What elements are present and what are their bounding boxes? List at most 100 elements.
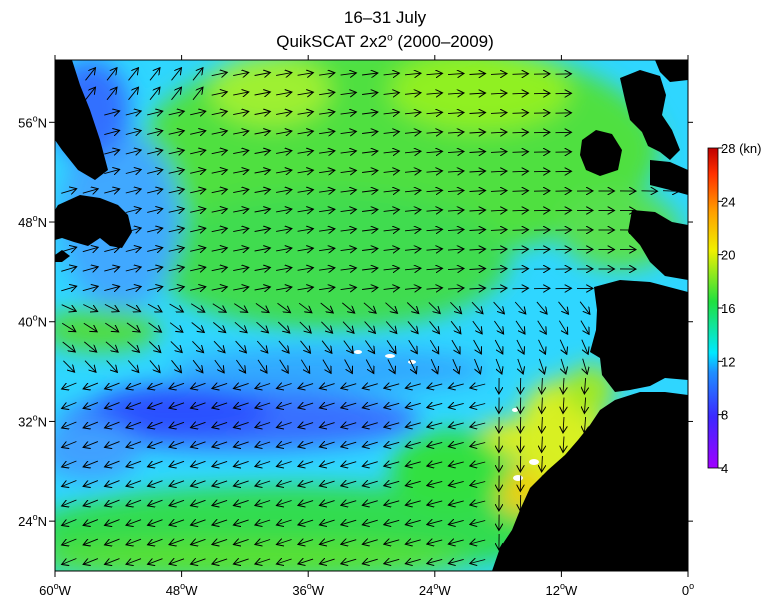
- wind-arrow: [447, 73, 464, 74]
- wind-arrow: [147, 150, 163, 154]
- wind-arrow: [190, 248, 206, 252]
- wind-arrow: [662, 191, 679, 192]
- wind-arrow: [61, 286, 76, 291]
- wind-arrow: [512, 93, 529, 94]
- wind-arrow: [563, 416, 564, 433]
- wind-arrow: [473, 339, 482, 354]
- wind-arrow: [447, 288, 464, 289]
- wind-arrow: [148, 559, 163, 565]
- wind-arrow: [168, 170, 185, 174]
- wind-arrow: [383, 229, 400, 231]
- wind-arrow: [211, 111, 228, 114]
- wind-arrow: [126, 322, 140, 332]
- wind-arrow: [512, 74, 529, 75]
- wind-arrow: [384, 403, 400, 407]
- wind-arrow: [191, 520, 206, 525]
- wind-arrow: [104, 303, 119, 311]
- wind-arrow: [384, 559, 400, 563]
- wind-arrow: [383, 132, 400, 134]
- wind-arrow: [299, 321, 311, 333]
- wind-arrow: [405, 462, 421, 466]
- wind-arrow: [255, 520, 271, 525]
- wind-arrow: [408, 340, 418, 353]
- wind-arrow: [148, 539, 163, 545]
- wind-arrow: [539, 358, 544, 374]
- wind-arrow: [297, 170, 314, 173]
- wind-arrow: [340, 229, 357, 231]
- wind-arrow: [233, 500, 249, 505]
- wind-arrow: [542, 397, 543, 414]
- wind-arrow: [276, 481, 292, 486]
- nova-scotia: [55, 250, 70, 262]
- wind-arrow: [319, 92, 335, 94]
- wind-arrow: [297, 92, 314, 95]
- wind-arrow: [584, 416, 585, 433]
- wind-arrow: [171, 360, 182, 372]
- wind-arrow: [191, 403, 206, 408]
- lon-tick-label: 48oW: [166, 581, 198, 598]
- wind-arrow: [298, 540, 314, 545]
- wind-arrow: [190, 170, 206, 174]
- wind-arrow: [192, 340, 203, 352]
- wind-arrow: [319, 481, 335, 486]
- wind-arrow: [82, 267, 98, 271]
- colorbar: 4 8 12 16 20 24 28 (kn): [707, 141, 761, 476]
- wind-arrow: [148, 341, 161, 353]
- wind-arrow: [490, 249, 507, 250]
- wind-arrow: [169, 322, 183, 333]
- wind-arrow: [469, 191, 486, 192]
- wind-arrow: [62, 341, 76, 352]
- wind-arrow: [62, 441, 77, 448]
- wind-arrow: [147, 189, 163, 193]
- wind-arrow: [426, 249, 443, 250]
- wind-arrow: [168, 131, 185, 135]
- wind-arrow: [542, 436, 543, 453]
- colorbar-tick-label: 20: [721, 248, 735, 263]
- wind-arrow: [429, 339, 438, 354]
- wind-arrow: [169, 461, 185, 466]
- wind-arrow: [211, 150, 228, 153]
- wind-arrow: [383, 249, 400, 251]
- wind-arrow: [427, 442, 443, 446]
- wind-arrow: [255, 462, 271, 467]
- wind-arrow: [148, 481, 163, 487]
- wind-arrow: [255, 540, 271, 545]
- wind-arrow: [61, 322, 76, 331]
- wind-arrow: [169, 383, 185, 388]
- wind-arrow: [62, 519, 77, 526]
- wind-arrow: [469, 249, 486, 250]
- wind-arrow: [490, 210, 507, 211]
- wind-arrow: [384, 520, 400, 524]
- england-south: [650, 160, 688, 195]
- wind-arrow: [104, 189, 119, 193]
- wind-vectors: [61, 68, 679, 565]
- wind-arrow: [340, 190, 357, 192]
- wind-arrow: [212, 403, 228, 408]
- wind-arrow: [319, 520, 335, 525]
- wind-arrow: [426, 210, 443, 211]
- wind-arrow: [452, 359, 459, 374]
- wind-arrow: [341, 442, 357, 447]
- wind-arrow: [319, 248, 335, 250]
- wind-arrow: [542, 377, 543, 394]
- wind-arrow: [341, 501, 357, 506]
- wind-arrow: [426, 171, 443, 172]
- wind-arrow: [450, 320, 461, 334]
- wind-arrow: [362, 93, 378, 95]
- wind-arrow: [448, 559, 464, 563]
- wind-arrow: [128, 68, 139, 81]
- wind-arrow: [383, 210, 400, 212]
- wind-arrow: [126, 303, 140, 311]
- lat-tick-label: 48oN: [18, 213, 47, 230]
- wind-arrow: [104, 267, 119, 271]
- wind-arrow: [404, 93, 421, 95]
- wind-arrow: [405, 520, 421, 524]
- wind-arrow: [321, 321, 332, 333]
- wind-arrow: [472, 320, 482, 334]
- wind-arrow: [384, 462, 400, 466]
- wind-arrow: [125, 111, 141, 115]
- wind-arrow: [211, 170, 228, 173]
- wind-arrow: [384, 384, 400, 388]
- wind-arrow: [61, 247, 76, 252]
- wind-arrow: [448, 442, 464, 446]
